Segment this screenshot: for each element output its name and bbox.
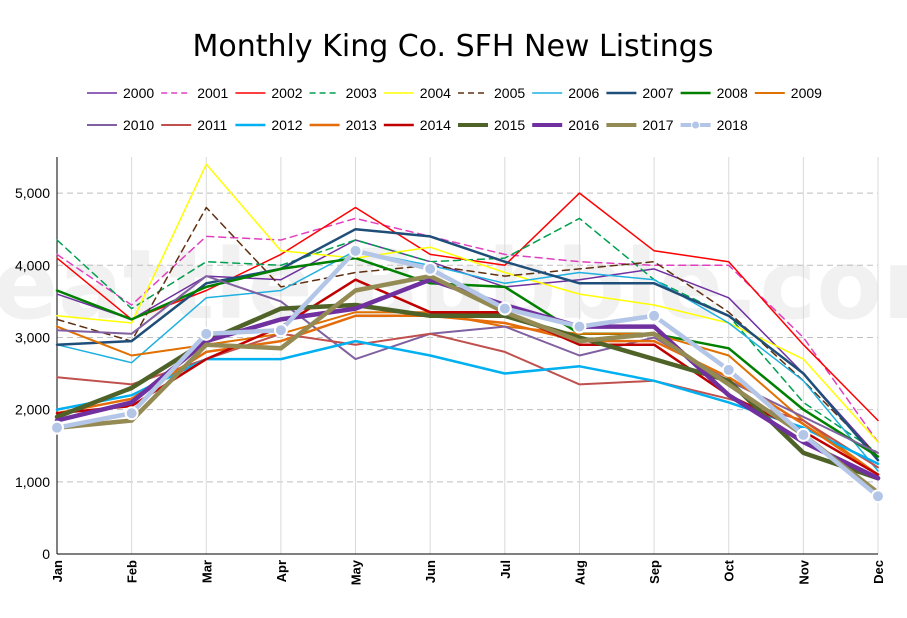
point-2018-dec (871, 489, 885, 504)
series-line-2010 (56, 275, 879, 454)
legend-item-2008: 2008 (680, 85, 748, 101)
x-axis-ticks: Jan Feb Mar Apr May Jun Jul Aug Sep Oct Nov Dec (50, 559, 886, 585)
point-2018-jun (423, 261, 438, 276)
legend-item-2006: 2006 (532, 85, 600, 101)
point-2018-feb (124, 406, 139, 421)
series-2004 (56, 163, 879, 443)
y-axis-ticks: 0 1,000 2,000 3,000 4,000 5,000 (15, 185, 50, 562)
point-2018-nov (796, 427, 811, 442)
series-line-2012 (55, 339, 880, 466)
x-tick-label-jan: Jan (50, 560, 65, 582)
axes (56, 157, 878, 555)
point-2018-aug (572, 319, 587, 334)
legend-item-2002: 2002 (235, 85, 303, 101)
legend-label-2014: 2014 (420, 117, 451, 133)
legend-label-2015: 2015 (494, 117, 525, 133)
point-2018-oct (721, 362, 736, 377)
legend-label-2000: 2000 (123, 85, 154, 101)
series-line-2017 (54, 273, 881, 495)
x-tick-label-mar: Mar (199, 560, 214, 583)
legend-item-2003: 2003 (309, 85, 377, 101)
series-2008 (55, 256, 880, 458)
x-tick-label-dec: Dec (871, 560, 886, 584)
x-tick-label-jul: Jul (498, 560, 513, 579)
legend-item-2018: 2018 (680, 117, 748, 133)
legend-item-2001: 2001 (161, 85, 229, 101)
x-tick-label-oct: Oct (722, 559, 737, 581)
legend-label-2008: 2008 (717, 85, 748, 101)
legend-label-2002: 2002 (271, 85, 302, 101)
point-2018-jul (497, 301, 512, 316)
y-tick-label-5000: 5,000 (15, 185, 50, 201)
legend-item-2014: 2014 (383, 117, 451, 133)
series-2018 (50, 243, 885, 504)
legend-label-2010: 2010 (123, 117, 154, 133)
x-tick-label-aug: Aug (572, 560, 587, 585)
series-line-2001 (56, 217, 879, 443)
legend-item-2007: 2007 (606, 85, 674, 101)
legend-item-2017: 2017 (606, 117, 674, 133)
series-line-2008 (55, 256, 880, 458)
y-tick-label-2000: 2,000 (15, 402, 50, 418)
y-tick-label-0: 0 (42, 546, 50, 562)
legend-label-2007: 2007 (642, 85, 673, 101)
legend: 2000 2001 2002 2003 2004 2005 2006 2007 2008 2009… (87, 85, 822, 133)
legend-item-2012: 2012 (235, 117, 303, 133)
legend-item-2010: 2010 (87, 117, 154, 133)
legend-label-2011: 2011 (197, 117, 227, 133)
legend-label-2005: 2005 (494, 85, 525, 101)
legend-item-2000: 2000 (87, 85, 154, 101)
x-tick-label-jun: Jun (423, 560, 438, 583)
point-2018-apr (273, 323, 288, 338)
series-2012 (55, 339, 880, 466)
y-tick-label-4000: 4,000 (15, 257, 50, 273)
legend-label-2001: 2001 (197, 85, 228, 101)
series-2010 (56, 275, 879, 454)
legend-label-2013: 2013 (346, 117, 377, 133)
legend-item-2004: 2004 (383, 85, 451, 101)
series-2017 (54, 273, 881, 495)
x-tick-label-nov: Nov (796, 559, 811, 584)
plot-area (50, 163, 885, 504)
chart-title: Monthly King Co. SFH New Listings (193, 29, 714, 64)
legend-label-2017: 2017 (642, 117, 673, 133)
legend-label-2012: 2012 (271, 117, 302, 133)
legend-label-2009: 2009 (791, 85, 822, 101)
legend-item-2011: 2011 (161, 117, 228, 133)
y-tick-label-3000: 3,000 (15, 329, 50, 345)
legend-item-2005: 2005 (458, 85, 525, 101)
series-2005 (56, 206, 879, 458)
point-2018-mar (199, 326, 214, 341)
point-2018-sep (647, 308, 662, 323)
series-2001 (56, 217, 879, 443)
x-tick-label-sep: Sep (647, 560, 662, 584)
legend-label-2006: 2006 (568, 85, 599, 101)
y-tick-label-1000: 1,000 (15, 474, 50, 490)
series-line-2005 (56, 206, 879, 458)
series-line-2004 (56, 163, 879, 443)
legend-item-2016: 2016 (532, 117, 600, 133)
x-tick-label-apr: Apr (274, 560, 289, 582)
legend-label-2016: 2016 (568, 117, 599, 133)
series-2006 (56, 250, 879, 472)
x-tick-label-feb: Feb (125, 560, 140, 583)
legend-label-2003: 2003 (346, 85, 377, 101)
legend-label-2018: 2018 (717, 117, 748, 133)
legend-item-2009: 2009 (754, 85, 822, 101)
legend-marker-2018 (691, 120, 701, 130)
legend-item-2015: 2015 (458, 117, 525, 133)
x-tick-label-may: May (349, 559, 364, 585)
series-line-2006 (56, 250, 879, 472)
point-2018-jan (50, 420, 64, 435)
legend-label-2004: 2004 (420, 85, 451, 101)
legend-item-2013: 2013 (309, 117, 377, 133)
series-line-2018 (54, 248, 881, 499)
point-2018-may (348, 243, 363, 258)
